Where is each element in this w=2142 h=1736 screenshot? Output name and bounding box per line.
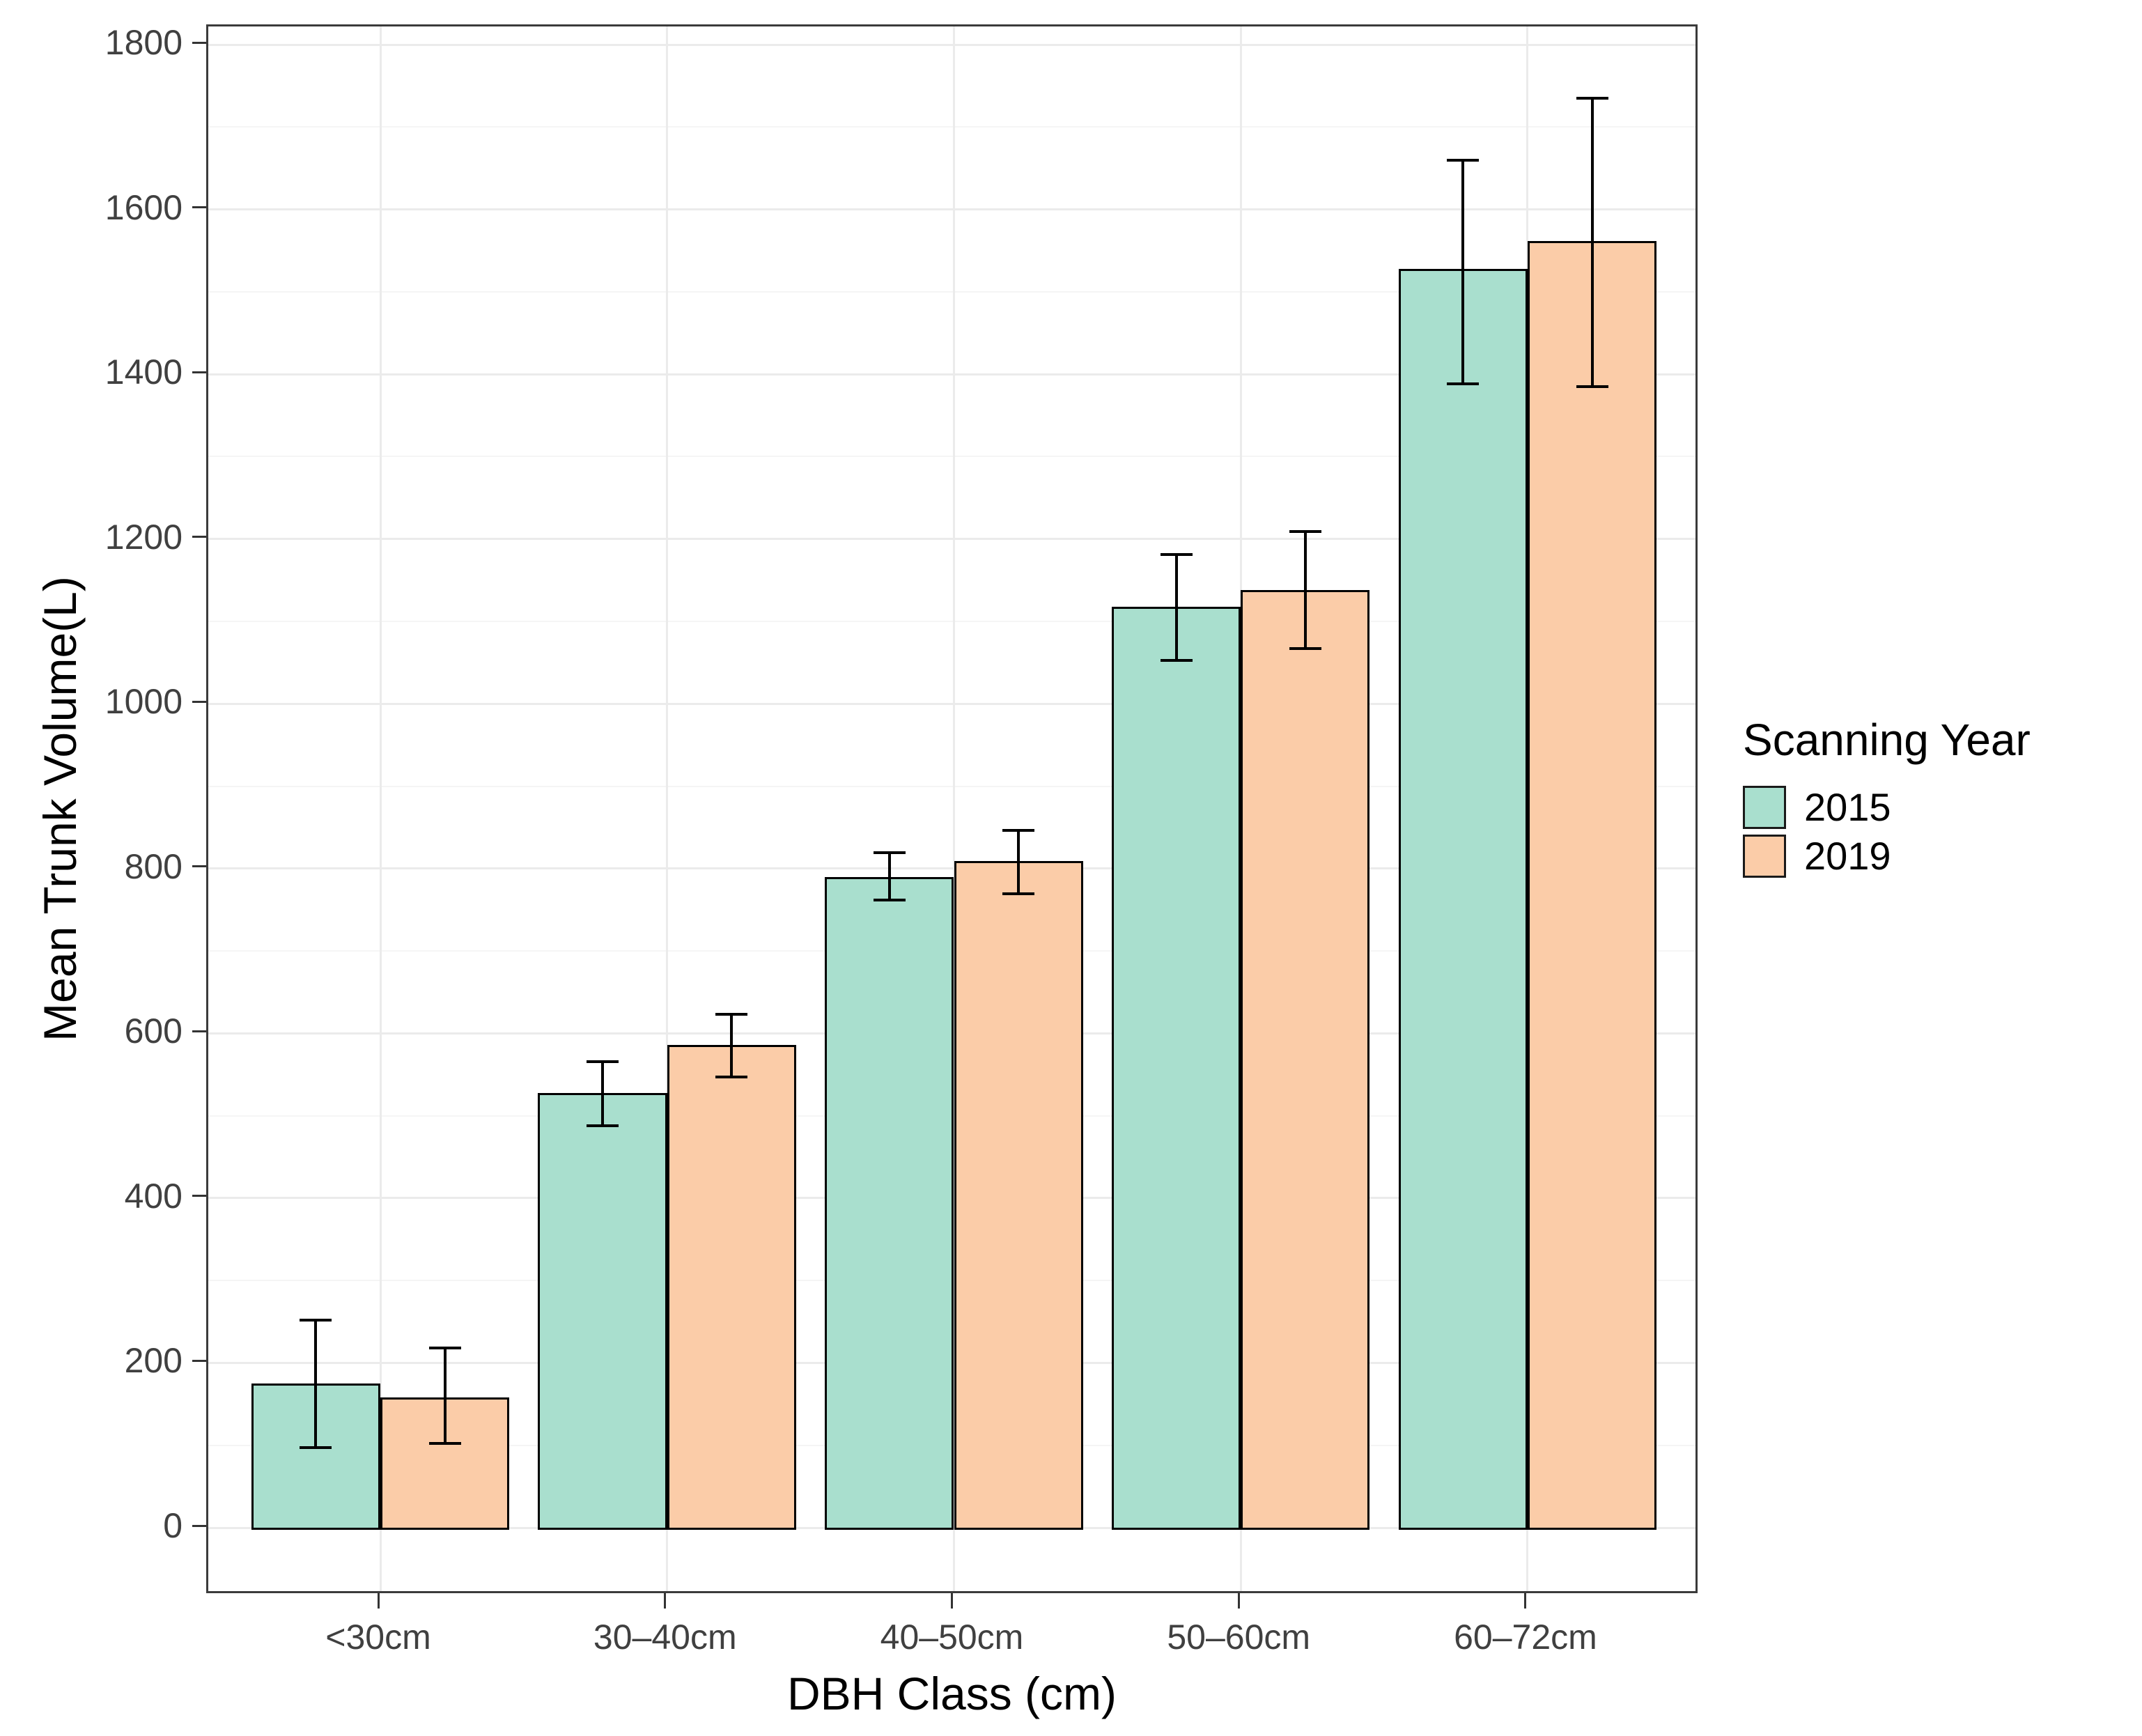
y-tick — [192, 700, 206, 703]
error-bar-2015-<30cm — [314, 1319, 318, 1448]
error-bar-cap — [1289, 646, 1321, 650]
x-tick — [951, 1593, 953, 1609]
plot-panel — [206, 24, 1698, 1593]
y-tick-label: 800 — [124, 846, 183, 886]
error-bar-cap — [428, 1347, 461, 1350]
legend-swatch-2019 — [1743, 835, 1786, 878]
error-bar-cap — [715, 1013, 748, 1016]
x-tick-label: 60–72cm — [1454, 1618, 1597, 1657]
y-tick-label: 1800 — [104, 23, 183, 63]
gridline-major — [208, 867, 1695, 870]
x-tick — [377, 1593, 380, 1609]
y-tick — [192, 1195, 206, 1198]
error-bar-cap — [1576, 96, 1608, 100]
bar-2015-50–60cm — [1111, 606, 1241, 1530]
y-tick — [192, 536, 206, 538]
error-bar-cap — [1002, 829, 1035, 832]
error-bar-2015-40–50cm — [887, 853, 891, 900]
y-tick-label: 1400 — [104, 352, 183, 392]
y-tick — [192, 1524, 206, 1527]
gridline-vertical — [666, 26, 669, 1591]
error-bar-2019-60–72cm — [1590, 98, 1594, 387]
error-bar-cap — [715, 1076, 748, 1079]
gridline-major — [208, 702, 1695, 705]
bar-2015-40–50cm — [825, 876, 954, 1530]
gridline-major — [208, 43, 1695, 46]
y-tick-label: 1200 — [104, 517, 183, 557]
x-tick-label: 50–60cm — [1167, 1618, 1311, 1657]
error-bar-cap — [300, 1318, 332, 1322]
gridline-vertical — [379, 26, 382, 1591]
error-bar-cap — [873, 851, 906, 855]
error-bar-cap — [1160, 553, 1193, 557]
x-axis-title: DBH Class (cm) — [787, 1668, 1117, 1719]
y-tick — [192, 41, 206, 44]
y-tick — [192, 371, 206, 373]
legend-item-2019: 2019 — [1743, 835, 2031, 878]
x-tick-label: 40–50cm — [880, 1618, 1024, 1657]
gridline-minor — [208, 456, 1695, 458]
error-bar-cap — [1289, 530, 1321, 534]
x-tick — [664, 1593, 667, 1609]
legend: Scanning Year 2015 2019 — [1743, 718, 2031, 883]
x-tick-label: 30–40cm — [593, 1618, 737, 1657]
bar-2019-30–40cm — [667, 1044, 797, 1530]
error-bar-cap — [587, 1060, 619, 1063]
y-tick-label: 0 — [163, 1506, 183, 1545]
error-bar-2019-50–60cm — [1303, 532, 1307, 649]
bar-2015-30–40cm — [538, 1092, 667, 1530]
gridline-minor — [208, 620, 1695, 622]
y-tick-label: 200 — [124, 1341, 183, 1381]
error-bar-2019-<30cm — [443, 1348, 447, 1444]
error-bar-cap — [428, 1442, 461, 1446]
gridline-major — [208, 538, 1695, 541]
error-bar-cap — [873, 898, 906, 901]
error-bar-2015-60–72cm — [1461, 160, 1465, 385]
y-tick — [192, 206, 206, 209]
gridline-major — [208, 373, 1695, 375]
error-bar-cap — [300, 1446, 332, 1450]
bar-2019-50–60cm — [1241, 590, 1370, 1530]
bar-2015-60–72cm — [1398, 268, 1528, 1530]
error-bar-2015-30–40cm — [601, 1061, 605, 1126]
error-bar-2019-40–50cm — [1017, 830, 1020, 894]
x-tick — [1237, 1593, 1240, 1609]
error-bar-cap — [1002, 892, 1035, 896]
gridline-minor — [208, 290, 1695, 293]
error-bar-cap — [1447, 382, 1480, 386]
legend-swatch-2015 — [1743, 786, 1786, 829]
error-bar-2015-50–60cm — [1174, 555, 1178, 660]
error-bar-cap — [1160, 658, 1193, 662]
gridline-vertical — [953, 26, 955, 1591]
legend-items: 2015 2019 — [1743, 786, 2031, 883]
y-tick-label: 600 — [124, 1012, 183, 1051]
legend-title: Scanning Year — [1743, 715, 2031, 765]
y-tick-label: 1600 — [104, 187, 183, 227]
x-tick — [1524, 1593, 1527, 1609]
legend-item-2015: 2015 — [1743, 786, 2031, 829]
error-bar-2019-30–40cm — [730, 1014, 734, 1078]
legend-label: 2019 — [1804, 834, 1891, 878]
error-bar-cap — [587, 1124, 619, 1127]
bar-2019-60–72cm — [1527, 240, 1657, 1530]
y-tick — [192, 1359, 206, 1362]
y-tick — [192, 1030, 206, 1032]
error-bar-cap — [1447, 158, 1480, 162]
x-tick-label: <30cm — [325, 1618, 431, 1657]
gridline-major — [208, 208, 1695, 211]
y-axis-title: Mean Trunk Volume(L) — [34, 576, 86, 1041]
y-tick-label: 1000 — [104, 682, 183, 722]
y-tick — [192, 865, 206, 868]
gridline-minor — [208, 785, 1695, 787]
error-bar-cap — [1576, 385, 1608, 388]
y-tick-label: 400 — [124, 1176, 183, 1216]
gridline-minor — [208, 126, 1695, 128]
bar-2019-40–50cm — [954, 861, 1083, 1530]
legend-label: 2015 — [1804, 785, 1891, 829]
